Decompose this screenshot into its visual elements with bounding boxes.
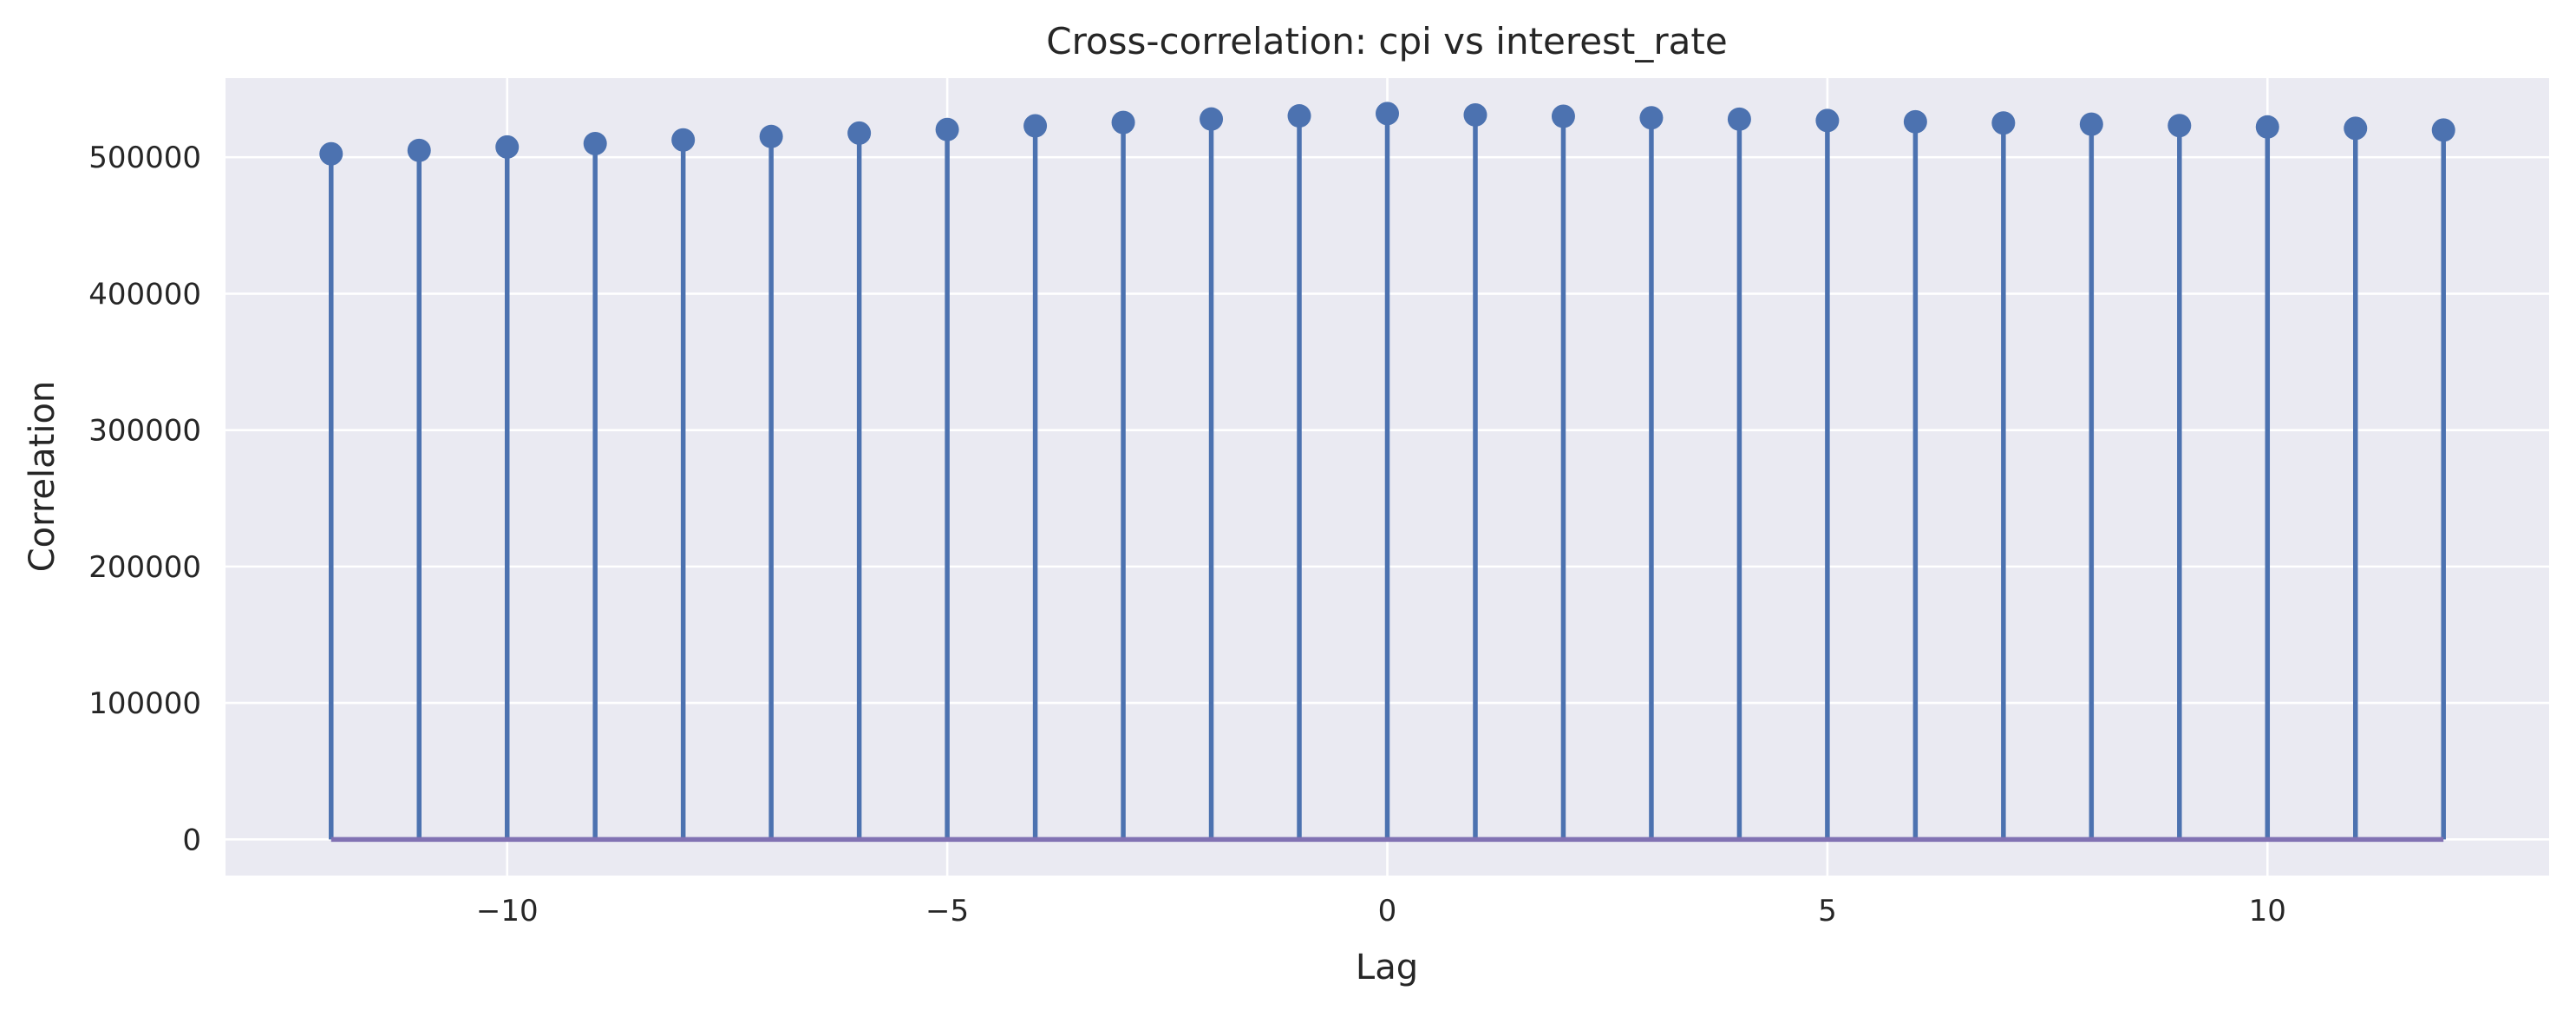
stem-marker [1287, 104, 1311, 128]
stem-marker [1815, 108, 1840, 133]
stem-marker [495, 135, 520, 159]
y-tick-label: 200000 [88, 550, 201, 585]
x-axis-label: Lag [1356, 948, 1418, 987]
x-tick-label: 5 [1818, 894, 1837, 928]
stem-marker [2344, 116, 2368, 141]
x-tick-label: −10 [476, 894, 539, 928]
stem-marker [2431, 118, 2455, 142]
stem-series [319, 102, 2455, 843]
x-tick-label: 0 [1378, 894, 1397, 928]
stem-marker [2079, 112, 2103, 136]
y-tick-label: 300000 [88, 414, 201, 449]
y-tick-label: 100000 [88, 686, 201, 721]
y-tick-label: 500000 [88, 141, 201, 175]
stem-marker [583, 131, 607, 155]
stem-marker [407, 138, 431, 162]
y-axis-ticks: 0 100000 200000 300000 400000 500000 [88, 141, 201, 857]
y-tick-label: 400000 [88, 277, 201, 312]
stem-marker [1200, 107, 1224, 131]
stem-marker [1903, 109, 1927, 134]
stem-marker [759, 124, 783, 148]
stem-marker [1727, 107, 1751, 131]
stem-marker [847, 121, 872, 145]
stem-marker [1639, 106, 1664, 130]
stem-marker [1991, 111, 2016, 135]
stem-marker [2255, 115, 2279, 139]
stem-marker [935, 117, 959, 141]
x-axis-ticks: −10 −5 0 5 10 [476, 894, 2286, 928]
x-tick-label: 10 [2249, 894, 2286, 928]
stem-marker [1376, 102, 1399, 126]
stem-marker [671, 128, 696, 152]
stem-marker [1463, 102, 1487, 127]
stem-marker [319, 141, 343, 166]
y-axis-label: Correlation [23, 381, 62, 573]
x-tick-label: −5 [925, 894, 969, 928]
stem-marker [1551, 104, 1575, 128]
stem-marker [2167, 114, 2192, 138]
stem-marker [1111, 110, 1135, 135]
chart-title: Cross-correlation: cpi vs interest_rate [1046, 20, 1727, 62]
stem-marker [1023, 114, 1048, 138]
y-tick-label: 0 [182, 823, 201, 857]
